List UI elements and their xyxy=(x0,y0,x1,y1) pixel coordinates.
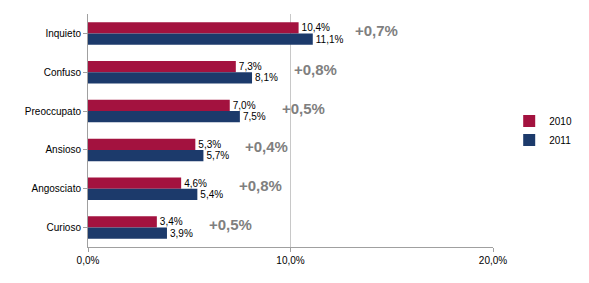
svg-text:2011: 2011 xyxy=(549,135,571,146)
svg-text:0,0%: 0,0% xyxy=(77,255,100,266)
svg-text:+0,5%: +0,5% xyxy=(209,216,252,233)
svg-text:Angosciato: Angosciato xyxy=(32,183,82,194)
svg-text:+0,4%: +0,4% xyxy=(245,138,288,155)
svg-text:Ansioso: Ansioso xyxy=(45,144,81,155)
svg-text:11,1%: 11,1% xyxy=(316,34,344,45)
svg-text:5,7%: 5,7% xyxy=(206,150,229,161)
svg-text:Confuso: Confuso xyxy=(44,67,82,78)
svg-text:7,3%: 7,3% xyxy=(239,61,262,72)
svg-text:5,4%: 5,4% xyxy=(200,189,223,200)
svg-text:10,4%: 10,4% xyxy=(302,22,330,33)
svg-text:Curioso: Curioso xyxy=(47,222,82,233)
svg-text:Inquieto: Inquieto xyxy=(45,28,81,39)
svg-text:+0,5%: +0,5% xyxy=(282,100,325,117)
svg-text:+0,8%: +0,8% xyxy=(294,61,337,78)
svg-text:10,0%: 10,0% xyxy=(276,255,304,266)
svg-text:Preoccupato: Preoccupato xyxy=(25,106,82,117)
svg-text:3,4%: 3,4% xyxy=(160,216,183,227)
svg-text:3,9%: 3,9% xyxy=(170,228,193,239)
svg-text:7,5%: 7,5% xyxy=(243,111,266,122)
svg-text:4,6%: 4,6% xyxy=(184,178,207,189)
svg-text:2010: 2010 xyxy=(549,116,572,127)
svg-text:7,0%: 7,0% xyxy=(233,100,256,111)
svg-text:20,0%: 20,0% xyxy=(479,255,507,266)
svg-text:8,1%: 8,1% xyxy=(255,72,278,83)
svg-text:+0,8%: +0,8% xyxy=(239,177,282,194)
svg-text:+0,7%: +0,7% xyxy=(355,22,398,39)
svg-text:5,3%: 5,3% xyxy=(198,139,221,150)
